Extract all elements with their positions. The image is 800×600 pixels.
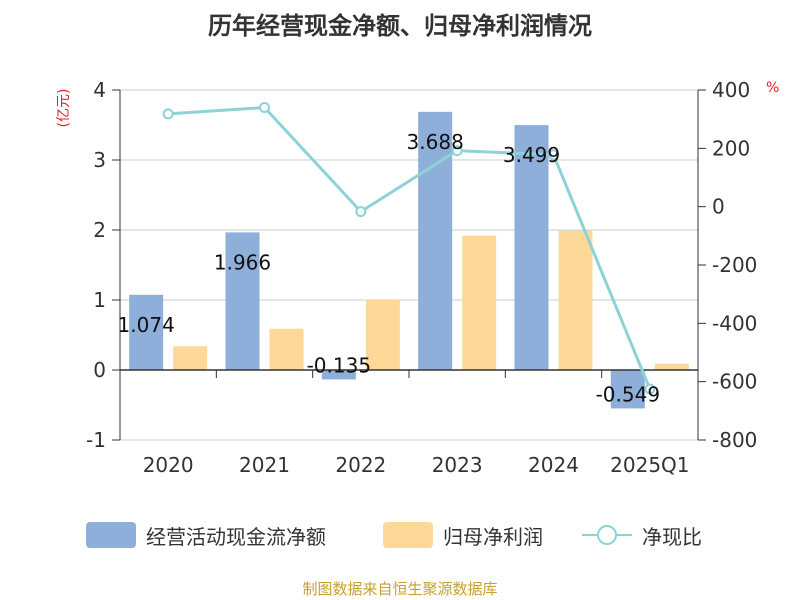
ratio-line [162, 102, 656, 395]
legend-item-net-profit[interactable]: 归母净利润 [383, 518, 543, 552]
y-left-tick-label: 4 [93, 78, 106, 102]
legend-label-net-profit: 归母净利润 [443, 524, 543, 549]
data-label-operating: 3.688 [407, 130, 464, 154]
y-right-tick-label: 0 [712, 195, 725, 219]
data-label-operating: -0.135 [307, 353, 371, 377]
y-right-axis-unit: % [766, 80, 780, 96]
y-left-tick-label: 3 [93, 148, 106, 172]
bar-operating [610, 370, 645, 409]
bar-operating [321, 370, 356, 380]
y-right-tick-label: -400 [712, 311, 757, 335]
x-tick-label: 2024 [528, 453, 579, 477]
y-left-tick-label: 0 [93, 358, 106, 382]
data-label-operating: 1.966 [214, 250, 271, 274]
y-right-tick-label: -800 [712, 428, 757, 452]
ratio-point [548, 149, 559, 161]
data-label-operating: 1.074 [118, 313, 175, 337]
x-tick-label: 2025Q1 [610, 453, 689, 477]
y-left-tick-label: 1 [93, 288, 106, 312]
x-tick-label: 2020 [143, 453, 194, 477]
legend-swatch-ratio [582, 522, 632, 548]
legend-item-operating[interactable]: 经营活动现金流净额 [86, 518, 326, 552]
ratio-point [451, 145, 463, 157]
bar-operating [514, 125, 549, 370]
bars [129, 111, 689, 409]
ratio-point [259, 102, 270, 113]
y-right-tick-label: -600 [712, 370, 757, 394]
ratio-point [644, 383, 656, 395]
data-label-operating: 3.499 [503, 143, 560, 167]
y-right-tick-label: 200 [712, 136, 750, 160]
source-note: 制图数据来自恒生聚源数据库 [302, 580, 498, 598]
bar-operating [418, 111, 453, 370]
bar-net-profit [269, 328, 304, 370]
data-labels: 1.074 1.966 -0.135 3.688 3.499 -0.549 [118, 130, 661, 407]
y-left-tick-label: -1 [86, 428, 106, 452]
y-right-tick-label: -200 [712, 253, 757, 277]
legend-item-ratio[interactable]: 净现比 [582, 518, 702, 552]
bar-net-profit [462, 235, 497, 370]
bar-net-profit [558, 230, 593, 370]
x-tick-label: 2021 [239, 453, 290, 477]
legend-swatch-operating [86, 522, 136, 548]
bar-net-profit [365, 300, 400, 370]
y-right-tick-label: 400 [712, 78, 750, 102]
chart-title: 历年经营现金净额、归母净利润情况 [208, 12, 592, 40]
legend-label-operating: 经营活动现金流净额 [146, 524, 326, 549]
chart-canvas: -1 0 1 2 3 4 -800 -600 -400 -200 0 200 400 2020 2021 20… [86, 78, 757, 477]
y-left-tick-label: 2 [93, 218, 106, 242]
ratio-line-path [168, 105, 652, 390]
x-tick-label: 2022 [335, 453, 386, 477]
axes: -1 0 1 2 3 4 -800 -600 -400 -200 0 200 400 2020 2021 20… [86, 78, 757, 477]
legend-label-ratio: 净现比 [642, 524, 702, 549]
grid-lines [120, 89, 698, 441]
bar-net-profit [654, 363, 689, 370]
data-label-operating: -0.549 [596, 382, 660, 406]
bar-operating [129, 294, 164, 370]
x-tick-label: 2023 [432, 453, 483, 477]
bar-net-profit [173, 346, 208, 370]
ratio-point [355, 206, 367, 218]
ratio-point [162, 108, 174, 120]
bar-operating [225, 232, 260, 370]
legend-swatch-net-profit [383, 522, 433, 548]
